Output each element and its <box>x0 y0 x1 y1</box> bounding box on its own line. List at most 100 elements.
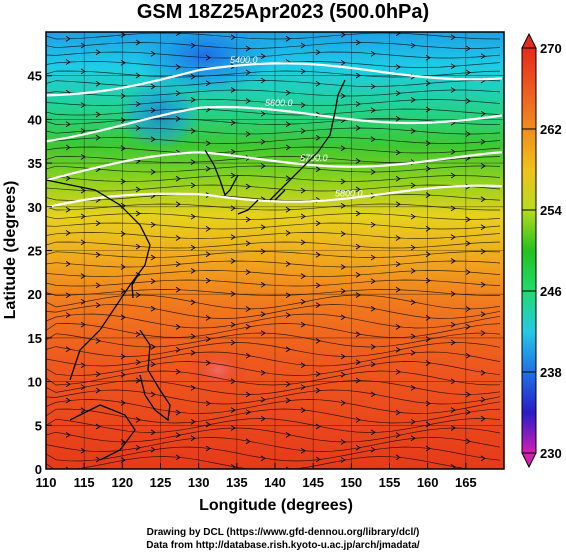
streamline-arrow <box>395 369 401 375</box>
streamline-arrow <box>410 299 416 306</box>
streamline-arrow <box>480 415 486 422</box>
streamline-arrow <box>315 220 321 227</box>
streamline-arrow <box>135 444 141 451</box>
y-tick-label: 45 <box>28 69 42 84</box>
streamline-arrow <box>285 261 291 267</box>
streamline-arrow <box>175 409 181 416</box>
streamline-arrow <box>480 163 486 169</box>
streamline-arrow <box>450 34 456 41</box>
streamline <box>46 351 501 367</box>
streamline-arrow <box>340 288 346 294</box>
streamline-arrow <box>65 432 71 438</box>
streamline-arrow <box>260 110 266 117</box>
streamline-arrow <box>340 59 346 66</box>
streamline-arrow <box>135 72 141 79</box>
streamline-arrow <box>150 429 156 436</box>
streamline <box>46 194 501 201</box>
streamline-arrow <box>95 302 101 308</box>
streamline-arrow <box>340 314 346 321</box>
streamline-arrow <box>300 154 306 160</box>
streamline-arrow <box>205 400 211 407</box>
x-tick-label: 120 <box>111 475 133 490</box>
streamline-arrow <box>175 324 181 330</box>
streamline-arrow <box>340 371 346 378</box>
streamline-arrow <box>425 336 431 342</box>
streamline-arrow <box>175 235 181 241</box>
streamline-arrow <box>355 210 361 217</box>
streamline <box>46 289 501 296</box>
streamline <box>46 456 473 469</box>
streamline <box>46 108 501 116</box>
streamline-arrow <box>425 315 431 321</box>
streamline-arrow <box>315 423 321 430</box>
streamline <box>46 213 501 220</box>
streamline-arrow <box>245 131 251 137</box>
streamline <box>46 332 501 348</box>
streamline-arrow <box>395 346 401 353</box>
streamline-arrow <box>410 42 416 49</box>
streamline-arrow <box>340 264 346 270</box>
streamline-arrow <box>175 90 181 97</box>
streamline-arrow <box>190 418 196 425</box>
streamline-arrow <box>150 361 156 368</box>
streamline <box>46 232 501 239</box>
streamline-arrow <box>425 54 431 61</box>
colorbar-max-triangle <box>521 32 537 49</box>
x-tick-label: 155 <box>379 475 401 490</box>
height-contour <box>46 62 503 97</box>
streamline-arrow <box>150 221 156 228</box>
streamline-arrow <box>340 457 346 463</box>
streamline <box>46 323 501 338</box>
streamline-arrow <box>120 439 126 445</box>
streamline-arrow <box>120 59 126 66</box>
x-tick-label: 130 <box>188 475 210 490</box>
streamline-arrow <box>355 444 361 451</box>
streamline-arrow <box>395 175 401 182</box>
streamline-arrow <box>120 178 126 185</box>
streamline-arrow <box>410 385 416 391</box>
streamline-arrow <box>480 455 486 462</box>
streamline-arrow <box>230 425 236 431</box>
streamline-arrow <box>230 407 236 413</box>
streamline-arrow <box>450 291 456 297</box>
streamline-arrow <box>395 201 401 208</box>
streamline-arrow <box>65 292 71 299</box>
streamline-arrow <box>135 186 141 193</box>
streamline-arrow <box>370 278 376 285</box>
streamline-arrow <box>175 261 181 267</box>
streamline-arrow <box>80 407 86 414</box>
streamline-arrow <box>370 361 376 368</box>
streamline-arrow <box>190 73 196 80</box>
streamline-arrow <box>300 447 306 454</box>
streamline-arrow <box>370 391 376 398</box>
streamline-arrow <box>260 53 266 60</box>
streamline-arrow <box>370 221 376 228</box>
streamline-arrow <box>245 216 251 223</box>
streamline-arrow <box>245 391 251 398</box>
streamline-arrow <box>395 454 401 461</box>
streamline-arrow <box>450 148 456 155</box>
streamline-arrow <box>65 121 71 128</box>
streamline-arrow <box>135 292 141 298</box>
streamline-arrow <box>245 323 251 330</box>
streamline-arrow <box>395 286 401 293</box>
streamline-arrow <box>465 323 471 330</box>
streamline-arrow <box>355 72 361 79</box>
streamline-arrow <box>190 213 196 220</box>
streamline-arrow <box>315 371 321 377</box>
streamline-arrow <box>245 269 251 275</box>
streamline-arrow <box>370 136 376 143</box>
wind-streamlines <box>46 32 501 469</box>
streamline-arrow <box>425 140 431 147</box>
streamline-arrow <box>340 439 346 445</box>
streamline-arrow <box>205 140 211 147</box>
streamline-arrow <box>395 90 401 97</box>
streamline-arrow <box>285 466 290 469</box>
streamline-arrow <box>135 125 141 131</box>
streamline <box>46 118 500 125</box>
streamline-arrow <box>260 415 266 422</box>
streamline-arrow <box>480 281 486 288</box>
streamline <box>46 304 501 319</box>
streamline-arrow <box>135 377 141 384</box>
streamline-arrow <box>340 400 346 406</box>
